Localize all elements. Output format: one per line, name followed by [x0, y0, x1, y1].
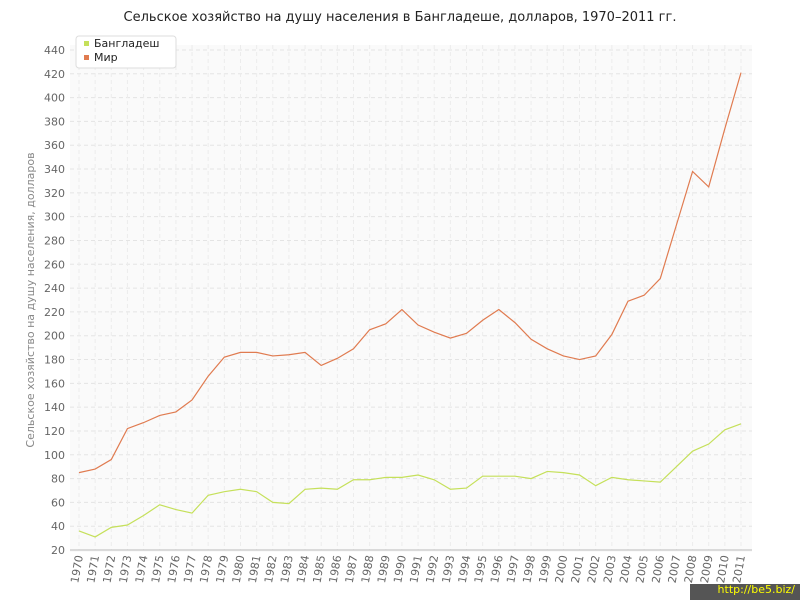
- y-tick-label: 400: [44, 92, 65, 105]
- y-tick-label: 200: [44, 330, 65, 343]
- x-tick-label: 1989: [375, 554, 393, 584]
- legend-label: Бангладеш: [94, 37, 159, 50]
- series-line: [78, 423, 742, 538]
- y-tick-label: 40: [51, 520, 65, 533]
- y-tick-label: 60: [51, 496, 65, 509]
- x-tick-label: 2002: [585, 554, 603, 584]
- x-tick-label: 1981: [246, 554, 264, 584]
- x-tick-label: 1975: [149, 554, 167, 584]
- x-tick-label: 1970: [68, 554, 86, 584]
- x-tick-label: 1995: [472, 554, 490, 584]
- y-tick-label: 180: [44, 354, 65, 367]
- x-tick-label: 1986: [327, 554, 345, 584]
- x-tick-label: 2007: [666, 554, 684, 584]
- legend-box: [75, 35, 177, 69]
- watermark-bg: [690, 584, 800, 600]
- x-tick-label: 1985: [310, 554, 328, 584]
- y-tick-label: 420: [44, 68, 65, 81]
- x-tick-label: 1978: [197, 554, 215, 584]
- y-tick-label: 280: [44, 234, 65, 247]
- x-tick-label: 1998: [520, 554, 538, 584]
- x-tick-label: 1987: [343, 554, 361, 584]
- x-tick-label: 2010: [714, 554, 732, 584]
- lines: [78, 72, 742, 538]
- x-tick-label: 1974: [133, 554, 151, 584]
- y-tick-label: 260: [44, 258, 65, 271]
- x-tick-label: 1979: [214, 554, 232, 584]
- y-tick-label: 160: [44, 377, 65, 390]
- x-tick-label: 1992: [424, 554, 442, 584]
- x-tick-label: 1971: [84, 554, 102, 584]
- legend-swatch: [84, 55, 89, 60]
- x-tick-label: 2001: [569, 554, 587, 584]
- x-tick-label: 1990: [391, 554, 409, 584]
- x-tick-label: 2004: [617, 554, 635, 584]
- x-tick-label: 1997: [504, 554, 522, 584]
- x-tick-label: 1973: [117, 554, 135, 584]
- y-tick-label: 300: [44, 211, 65, 224]
- x-tick-label: 1999: [537, 554, 555, 584]
- x-tick-label: 1988: [359, 554, 377, 584]
- x-tick-label: 2011: [730, 554, 748, 584]
- y-tick-label: 220: [44, 306, 65, 319]
- x-tick-label: 1980: [230, 554, 248, 584]
- x-tick-label: 1983: [278, 554, 296, 584]
- y-tick-label: 320: [44, 187, 65, 200]
- y-tick-label: 240: [44, 282, 65, 295]
- chart-title: Сельское хозяйство на душу населения в Б…: [124, 10, 677, 25]
- y-tick-label: 120: [44, 425, 65, 438]
- legend-swatch: [84, 41, 89, 46]
- y-tick-label: 80: [51, 473, 65, 486]
- y-tick-label: 340: [44, 163, 65, 176]
- y-axis-label: Сельское хозяйство на душу населения, до…: [24, 152, 37, 447]
- y-tick-label: 380: [44, 115, 65, 128]
- x-tick-label: 1993: [440, 554, 458, 584]
- x-tick-label: 2009: [698, 554, 716, 584]
- x-tick-label: 1972: [101, 554, 119, 584]
- y-tick-label: 360: [44, 139, 65, 152]
- y-tick-label: 20: [51, 544, 65, 557]
- x-tick-label: 1977: [181, 554, 199, 584]
- series-line: [78, 72, 742, 474]
- x-tick-label: 1996: [488, 554, 506, 584]
- x-tick-label: 1976: [165, 554, 183, 584]
- x-tick-label: 1991: [407, 554, 425, 584]
- x-tick-label: 1982: [262, 554, 280, 584]
- x-tick-label: 1984: [294, 554, 312, 584]
- y-tick-label: 100: [44, 449, 65, 462]
- y-tick-label: 440: [44, 44, 65, 57]
- x-tick-label: 2003: [601, 554, 619, 584]
- y-tick-label: 140: [44, 401, 65, 414]
- x-tick-label: 2008: [682, 554, 700, 584]
- watermark: http://be5.biz/: [718, 583, 796, 596]
- grid: 20 40 60 80 100 120 140 160 180 200 220 240 260 280 30…: [44, 44, 752, 584]
- plot-background: [70, 45, 752, 552]
- x-tick-label: 2005: [633, 554, 651, 584]
- legend-label: Мир: [94, 51, 118, 64]
- x-tick-label: 1994: [456, 554, 474, 584]
- x-tick-label: 2006: [650, 554, 668, 584]
- x-tick-label: 2000: [553, 554, 571, 584]
